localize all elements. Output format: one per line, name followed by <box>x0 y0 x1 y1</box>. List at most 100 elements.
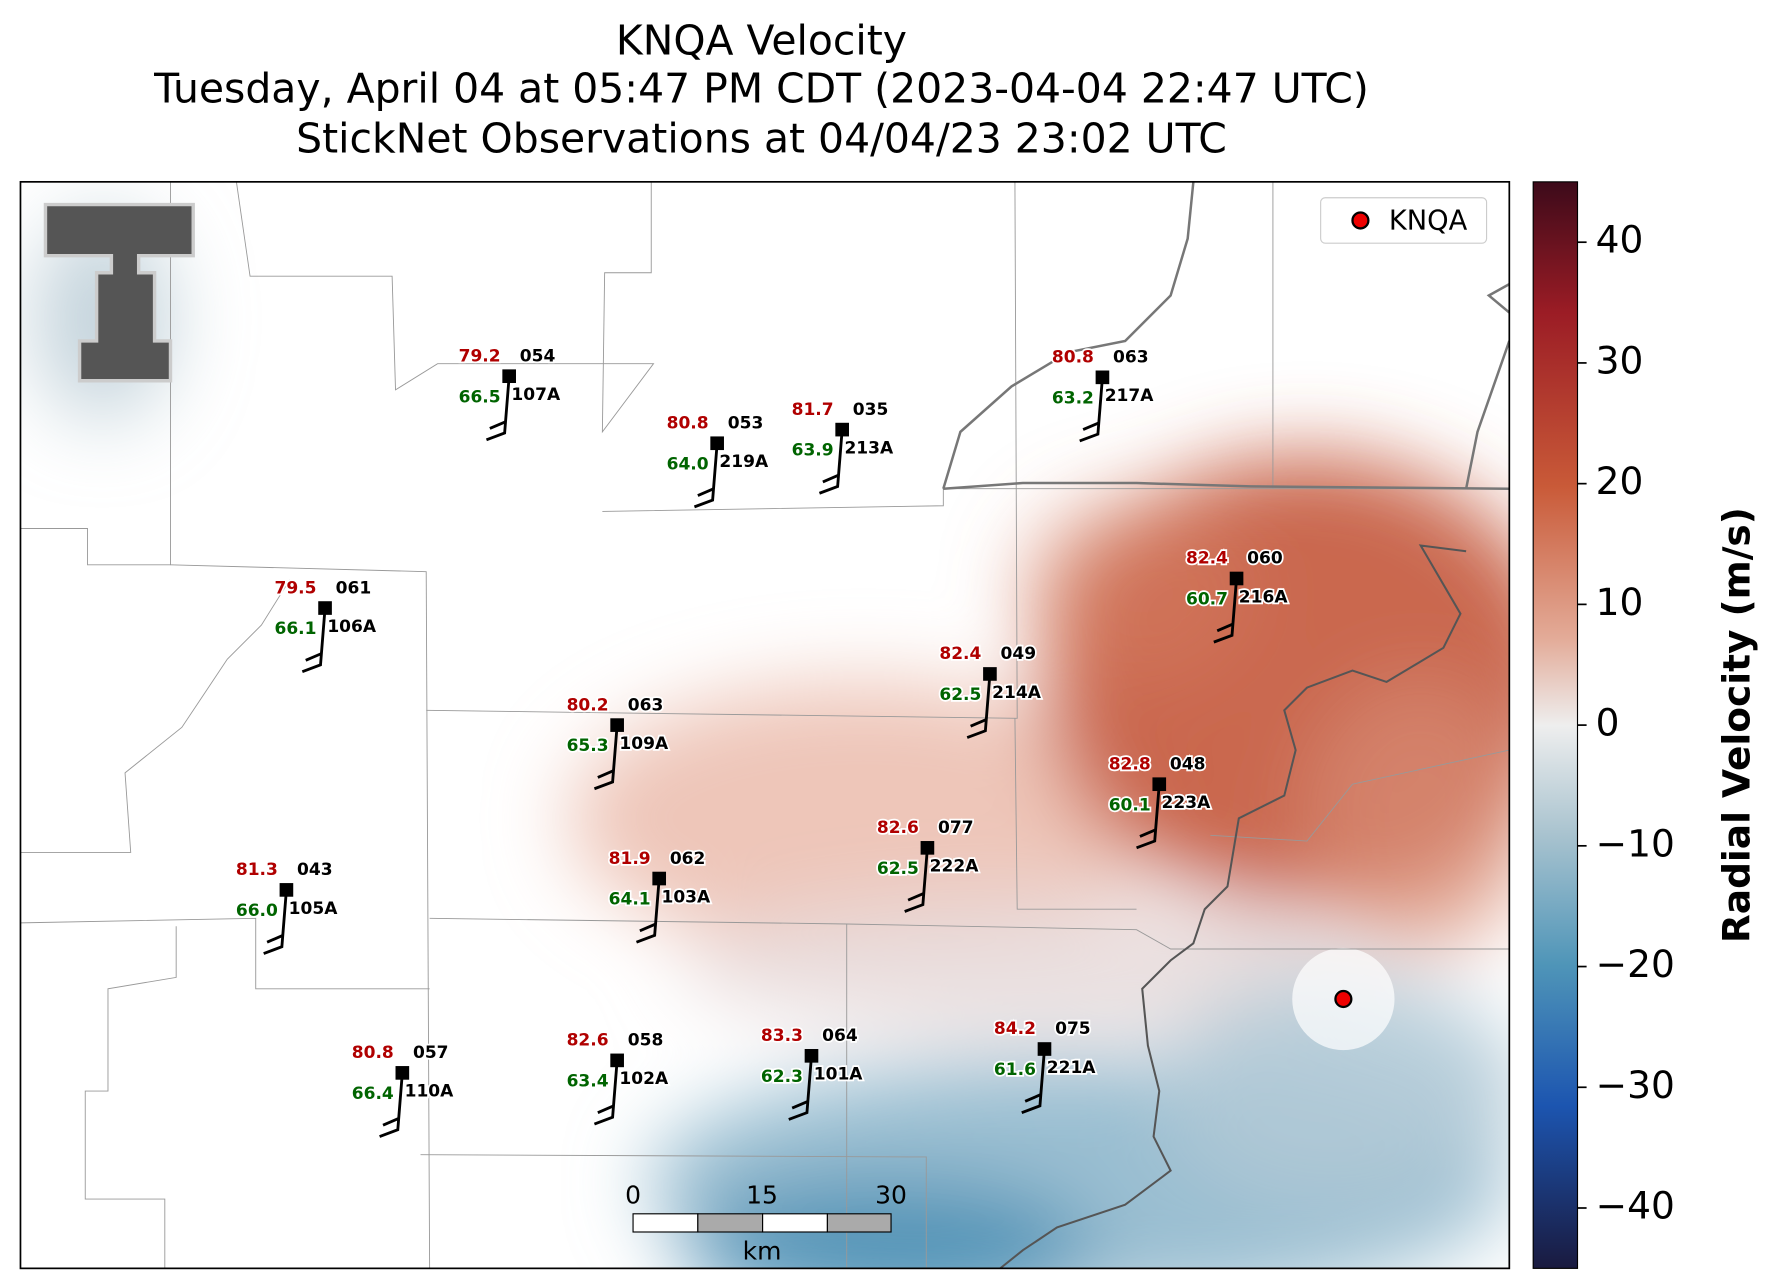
station: 82.6 077 62.5 222A <box>875 816 981 913</box>
temperature: 83.3 <box>761 1026 803 1046</box>
station-marker <box>835 422 849 437</box>
dewpoint: 60.7 <box>1186 590 1228 610</box>
scale-bar: 0 15 30 km <box>625 1181 907 1266</box>
wind-barb-flag <box>597 1104 615 1114</box>
wind-barb-flag <box>266 934 284 944</box>
title-line: StickNet Observations at 04/04/23 23:02 … <box>296 114 1227 162</box>
station-marker <box>502 369 516 384</box>
colorbar-tick-label: −30 <box>1596 1063 1675 1107</box>
colorbar-tick-label: 10 <box>1596 580 1644 624</box>
station-code: 062 <box>670 849 706 869</box>
station-marker <box>652 871 667 886</box>
dewpoint: 62.5 <box>877 859 919 879</box>
station-code: 057 <box>413 1043 449 1063</box>
dewpoint: 63.4 <box>567 1072 609 1092</box>
station-marker <box>1152 777 1167 792</box>
wind-barb-flag <box>791 1099 809 1110</box>
station-id: 110A <box>405 1082 455 1102</box>
legend-marker <box>1351 211 1370 230</box>
station-code: 054 <box>520 346 556 366</box>
station-id: 106A <box>327 617 377 637</box>
state-lines <box>942 181 1510 490</box>
dewpoint: 60.1 <box>1109 795 1151 815</box>
wind-barb-flag <box>489 420 507 430</box>
colorbar-tick-label: 30 <box>1596 338 1644 382</box>
station-id: 216A <box>1239 587 1289 607</box>
station-code: 035 <box>853 400 889 420</box>
temperature: 82.6 <box>877 818 919 838</box>
station-code: 063 <box>628 695 664 715</box>
station: 80.8 063 63.2 217A <box>1050 346 1156 443</box>
station-code: 061 <box>336 578 372 598</box>
station-marker <box>983 667 997 681</box>
station: 82.4 049 62.5 214A <box>938 642 1043 739</box>
station-marker <box>610 718 624 732</box>
station-marker <box>920 841 935 855</box>
colorbar-tick-label: −40 <box>1596 1183 1675 1227</box>
temperature: 80.8 <box>667 413 709 433</box>
wind-barb <box>1079 377 1104 443</box>
wind-barb-flag <box>382 1117 400 1127</box>
scale-bar-unit: km <box>743 1236 782 1265</box>
colorbar-tick-label: 20 <box>1596 459 1644 503</box>
colorbar-ramp <box>1532 181 1579 1269</box>
station: 82.4 060 60.7 216A <box>1184 547 1290 644</box>
station-code: 063 <box>1113 348 1149 368</box>
wind-barb <box>593 1060 619 1126</box>
station-code: 058 <box>628 1031 664 1051</box>
wind-barb <box>485 376 511 442</box>
station-marker <box>1037 1042 1052 1056</box>
wind-barb-flag <box>1082 421 1100 431</box>
station-id: 102A <box>619 1069 669 1089</box>
dewpoint: 63.9 <box>792 441 834 461</box>
station: 83.3 064 62.3 101A <box>759 1024 865 1121</box>
dewpoint: 63.2 <box>1052 388 1094 408</box>
station: 79.2 054 66.5 107A <box>457 345 563 442</box>
station: 81.3 043 66.0 105A <box>234 858 340 955</box>
station: 81.7 035 63.9 213A <box>790 398 896 495</box>
radar-site-marker <box>1334 989 1353 1009</box>
station-id: 109A <box>619 734 669 754</box>
wind-barb <box>818 429 844 495</box>
temperature: 84.2 <box>994 1019 1036 1039</box>
scale-bar-tick-label: 15 <box>746 1181 778 1210</box>
station: 80.8 057 66.4 110A <box>350 1041 456 1138</box>
wind-barb-flag <box>1024 1093 1042 1103</box>
station-marker <box>1095 370 1110 385</box>
dewpoint: 66.4 <box>352 1084 394 1104</box>
station-id: 101A <box>814 1065 864 1085</box>
wind-barb-flag <box>697 487 715 497</box>
colorbar-tick-label: 0 <box>1596 701 1620 745</box>
legend: KNQA <box>1320 197 1488 244</box>
station-marker <box>395 1066 410 1080</box>
wind-barb-flag <box>970 718 988 728</box>
wind-barb <box>593 724 619 791</box>
colorbar-tick-label: 40 <box>1596 218 1644 262</box>
station-marker <box>1229 571 1244 586</box>
wind-barb-flag <box>639 922 657 933</box>
wind-barb-flag <box>907 892 925 902</box>
station-id: 214A <box>992 683 1042 703</box>
station-id: 105A <box>289 899 339 919</box>
university-logo <box>43 202 195 383</box>
temperature: 82.8 <box>1109 754 1151 774</box>
station: 84.2 075 61.6 221A <box>992 1018 1098 1114</box>
wind-barb <box>693 443 719 509</box>
station-id: 222A <box>930 857 980 877</box>
wind-barb <box>788 1055 813 1121</box>
dewpoint: 62.3 <box>761 1067 803 1087</box>
station: 81.9 062 64.1 103A <box>607 847 713 944</box>
temperature: 79.5 <box>274 578 316 598</box>
wind-barb-flag <box>1216 622 1234 633</box>
station: 82.6 058 63.4 102A <box>565 1029 671 1126</box>
dewpoint: 65.3 <box>567 736 609 756</box>
temperature: 80.2 <box>567 695 609 715</box>
temperature: 80.8 <box>352 1043 394 1063</box>
legend-label: KNQA <box>1389 206 1468 237</box>
station-marker <box>610 1053 624 1068</box>
scale-bar-tick-label: 0 <box>625 1181 641 1210</box>
station-code: 043 <box>297 860 333 880</box>
wind-barb-flag <box>1139 828 1157 838</box>
temperature: 82.4 <box>939 644 981 664</box>
station-code: 077 <box>938 818 974 838</box>
